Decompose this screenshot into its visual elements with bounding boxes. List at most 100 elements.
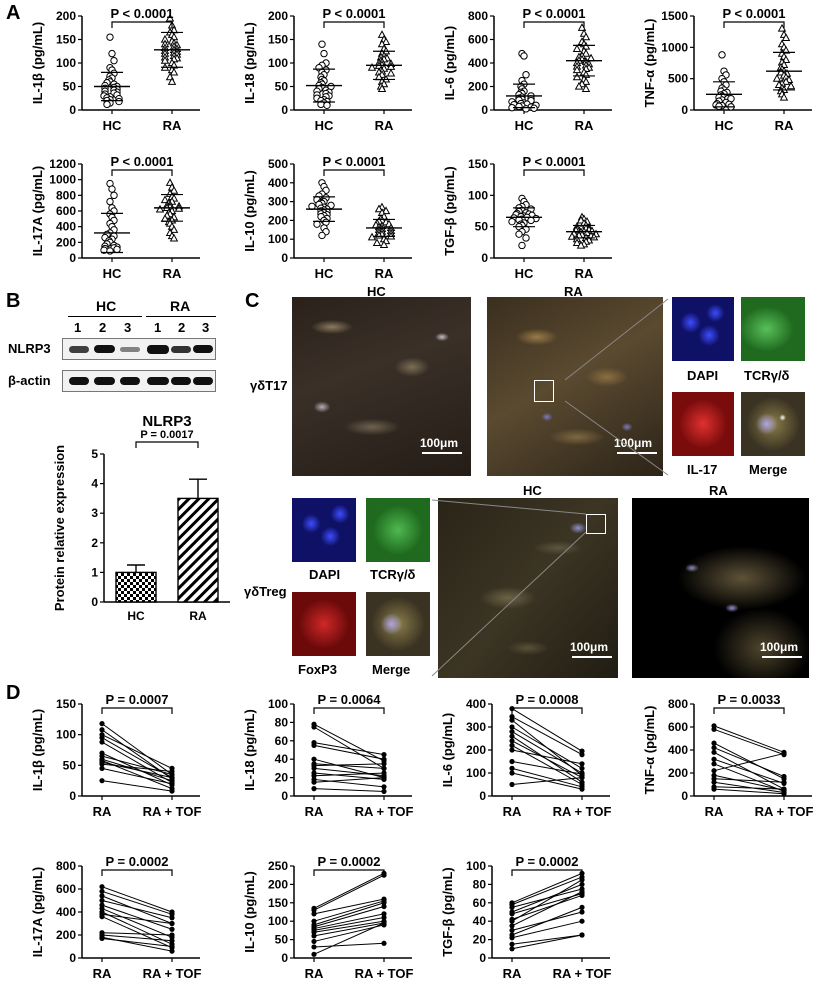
- data-point: [579, 881, 585, 887]
- x-tick-label: RA: [775, 118, 794, 133]
- y-tick-label: 0: [681, 789, 688, 803]
- x-tick-label: RA: [705, 804, 724, 819]
- wb-lane-2: 2: [99, 320, 107, 335]
- paired-line: [101, 934, 173, 942]
- y-tick-label: 400: [268, 176, 288, 190]
- data-point: [781, 773, 787, 780]
- tile-label-tcr: TCRγ/δ: [744, 368, 790, 383]
- bar: [115, 571, 157, 603]
- data-point: [509, 904, 515, 910]
- zoom-box: [534, 380, 554, 402]
- significance-bracket: [101, 869, 173, 876]
- data-point: [99, 897, 105, 904]
- paired-line: [101, 913, 173, 924]
- paired-line: [313, 778, 385, 788]
- data-point: [113, 245, 121, 254]
- chart-tgfb-scatter: 0 50 100 150 TGF-β (pg/mL) HC RA P < 0.0001: [442, 154, 612, 281]
- paired-line: [313, 920, 385, 933]
- paired-line: [313, 742, 385, 756]
- data-point: [572, 238, 582, 247]
- data-point: [99, 914, 105, 920]
- data-point: [169, 768, 175, 775]
- data-point: [169, 781, 175, 787]
- data-point: [509, 927, 515, 933]
- y-tick-label: 0: [69, 951, 76, 965]
- y-tick-label: 100: [56, 56, 76, 70]
- y-tick-label: 0: [281, 251, 288, 265]
- paired-line: [511, 891, 583, 927]
- chart-tgfb-paired: 0 20 40 60 80 100 TGF-β (pg/mL) RA RA + TOF P = 0…: [440, 854, 612, 981]
- paired-line: [511, 934, 583, 950]
- data-point: [377, 84, 387, 92]
- data-point: [169, 233, 179, 242]
- data-point: [367, 63, 377, 71]
- chart-il1b-paired: 0 50 100 150 IL-1β (pg/mL) RA RA + TOF P = 0.00…: [30, 692, 201, 819]
- paired-line: [313, 917, 385, 931]
- data-point: [99, 735, 105, 741]
- data-point: [381, 914, 387, 921]
- data-point: [386, 68, 396, 77]
- chart-il18-scatter: 0 50 100 150 200 IL-18 (pg/mL) HC RA P < 0.0001: [242, 6, 412, 133]
- data-point: [781, 786, 787, 792]
- paired-line: [713, 728, 785, 756]
- data-point: [311, 742, 317, 748]
- chart-il6-paired: 0 100 200 300 400 IL-6 (pg/mL) RA RA + TOF P = 0…: [440, 692, 611, 819]
- y-axis-label: IL-1β (pg/mL): [30, 709, 45, 791]
- data-point: [579, 904, 585, 910]
- tile-label-merge: Merge: [749, 462, 788, 477]
- y-axis-label: IL-17A (pg/mL): [30, 166, 45, 257]
- y-tick-label: 50: [275, 933, 289, 947]
- data-point: [106, 33, 114, 41]
- y-tick-label: 400: [466, 697, 486, 711]
- significance-bracket: [135, 441, 199, 448]
- y-tick-label: 200: [56, 235, 76, 249]
- data-point: [169, 943, 175, 950]
- data-point: [311, 938, 317, 945]
- wb-group-hc-line: [68, 316, 142, 317]
- data-point: [781, 33, 791, 42]
- y-tick-label: 800: [56, 188, 76, 202]
- y-axis-label: IL-17A (pg/mL): [30, 867, 45, 958]
- data-point: [581, 84, 591, 92]
- significance-bracket: [323, 169, 385, 176]
- data-point: [374, 204, 384, 213]
- data-point: [381, 940, 387, 946]
- tile-dapi-treg: [292, 498, 356, 562]
- data-point: [311, 933, 317, 939]
- y-tick-label: 100: [56, 728, 76, 742]
- data-point: [169, 920, 175, 927]
- data-point: [311, 951, 317, 957]
- paired-line: [313, 902, 385, 926]
- paired-line: [101, 767, 173, 785]
- data-point: [718, 51, 726, 59]
- y-tick-label: 1000: [49, 173, 76, 187]
- data-point: [509, 918, 515, 924]
- wb-lane-5: 2: [178, 320, 186, 335]
- data-point: [381, 761, 387, 767]
- p-value-label: P < 0.0001: [522, 154, 585, 169]
- data-point: [311, 944, 317, 950]
- data-point: [777, 23, 787, 32]
- x-tick-label: RA + TOF: [553, 966, 612, 981]
- data-point: [579, 775, 585, 781]
- data-point: [711, 726, 717, 732]
- data-point: [169, 915, 175, 921]
- paired-line: [713, 725, 785, 753]
- data-point: [579, 761, 585, 767]
- paired-line: [101, 932, 173, 936]
- zoom-box: [586, 514, 606, 534]
- paired-line: [101, 780, 173, 792]
- y-axis-label: IL-10 (pg/mL): [242, 871, 257, 953]
- wb-group-ra-line: [146, 316, 216, 317]
- data-point: [311, 929, 317, 935]
- y-tick-label: 800: [56, 859, 76, 873]
- y-tick-label: 500: [668, 72, 688, 86]
- data-point: [318, 231, 326, 240]
- wb-lane-4: 1: [154, 320, 162, 335]
- scale-bar: [422, 452, 462, 454]
- data-point: [379, 240, 389, 248]
- y-tick-label: 300: [268, 195, 288, 209]
- micrograph-hc-gdtreg: 100μm: [438, 498, 618, 678]
- paired-line: [713, 763, 785, 792]
- y-tick-label: 1000: [661, 40, 688, 54]
